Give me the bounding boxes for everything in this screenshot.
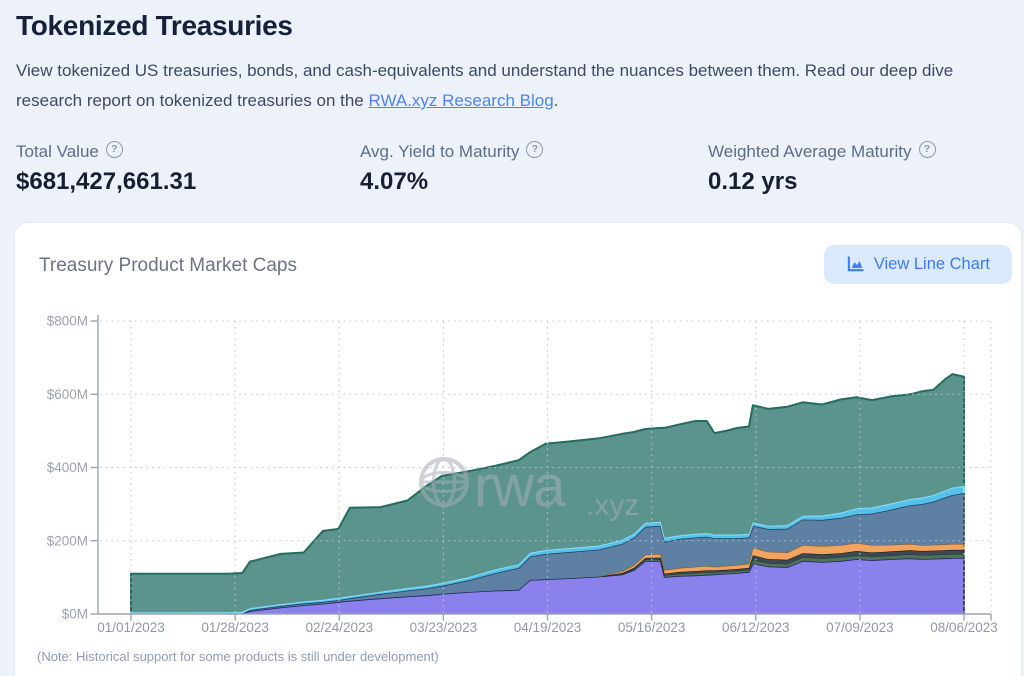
gridlines bbox=[100, 320, 992, 614]
globe-icon bbox=[419, 457, 469, 507]
stat-value: $681,427,661.31 bbox=[16, 168, 197, 195]
area-orange bbox=[131, 542, 964, 614]
card-title: Treasury Product Market Caps bbox=[39, 255, 297, 276]
y-tick-label: $800M bbox=[47, 314, 88, 329]
x-tick-label: 01/28/2023 bbox=[201, 620, 269, 635]
description-text: View tokenized US treasuries, bonds, and… bbox=[16, 61, 954, 110]
market-caps-card: Treasury Product Market Caps View Line C… bbox=[14, 222, 1022, 676]
x-tick-label: 08/06/2023 bbox=[930, 620, 998, 635]
stacked-area-chart[interactable]: rwa .xyz $0M $200M $400M $600M $800M 01/01/2023… bbox=[25, 301, 1015, 646]
stat-avg-yield: Avg. Yield to Maturity? 4.07% bbox=[360, 140, 544, 196]
x-tick-label: 05/16/2023 bbox=[618, 620, 686, 635]
page-title: Tokenized Treasuries bbox=[16, 10, 293, 41]
help-icon[interactable]: ? bbox=[105, 140, 123, 158]
edge-purple bbox=[242, 557, 965, 615]
x-tick-label: 02/24/2023 bbox=[305, 620, 373, 635]
help-icon[interactable]: ? bbox=[526, 140, 544, 158]
stat-total-value: Total Value? $681,427,661.31 bbox=[16, 140, 197, 196]
x-tick-label: 01/01/2023 bbox=[97, 620, 165, 635]
x-tick-label: 03/23/2023 bbox=[410, 620, 478, 635]
y-tick-label: $200M bbox=[47, 533, 88, 548]
research-blog-link[interactable]: RWA.xyz Research Blog bbox=[368, 91, 554, 110]
chart-footnote: (Note: Historical support for some produ… bbox=[37, 649, 439, 664]
button-label: View Line Chart bbox=[873, 255, 990, 273]
x-tick-label: 07/09/2023 bbox=[826, 620, 894, 635]
stat-weighted-maturity: Weighted Average Maturity? 0.12 yrs bbox=[708, 140, 936, 196]
watermark: rwa .xyz bbox=[419, 454, 639, 522]
stats-row: Total Value? $681,427,661.31 Avg. Yield … bbox=[16, 140, 1008, 202]
y-tick-label: $0M bbox=[62, 607, 88, 622]
y-tick-label: $600M bbox=[47, 387, 88, 402]
x-tick-label: 04/19/2023 bbox=[514, 620, 582, 635]
help-icon[interactable]: ? bbox=[918, 140, 936, 158]
stat-value: 4.07% bbox=[360, 168, 429, 195]
x-axis-labels: 01/01/2023 01/28/2023 02/24/2023 03/23/2023… bbox=[97, 620, 998, 635]
area-teal bbox=[131, 374, 964, 613]
stat-label: Weighted Average Maturity? bbox=[708, 140, 936, 162]
view-line-chart-button[interactable]: View Line Chart bbox=[823, 245, 1012, 284]
x-tick-label: 06/12/2023 bbox=[722, 620, 790, 635]
area-chart-icon bbox=[847, 256, 864, 272]
description-text-end: . bbox=[553, 91, 559, 110]
axes bbox=[90, 315, 992, 621]
watermark-suffix: .xyz bbox=[586, 489, 639, 522]
stat-label: Avg. Yield to Maturity? bbox=[360, 140, 544, 162]
y-axis-labels: $0M $200M $400M $600M $800M bbox=[47, 314, 88, 622]
stat-value: 0.12 yrs bbox=[708, 168, 798, 195]
edge-teal bbox=[130, 373, 965, 613]
page-description: View tokenized US treasuries, bonds, and… bbox=[16, 56, 956, 116]
watermark-text: rwa bbox=[474, 454, 566, 519]
y-tick-label: $400M bbox=[47, 460, 88, 475]
stat-label: Total Value? bbox=[16, 140, 196, 162]
